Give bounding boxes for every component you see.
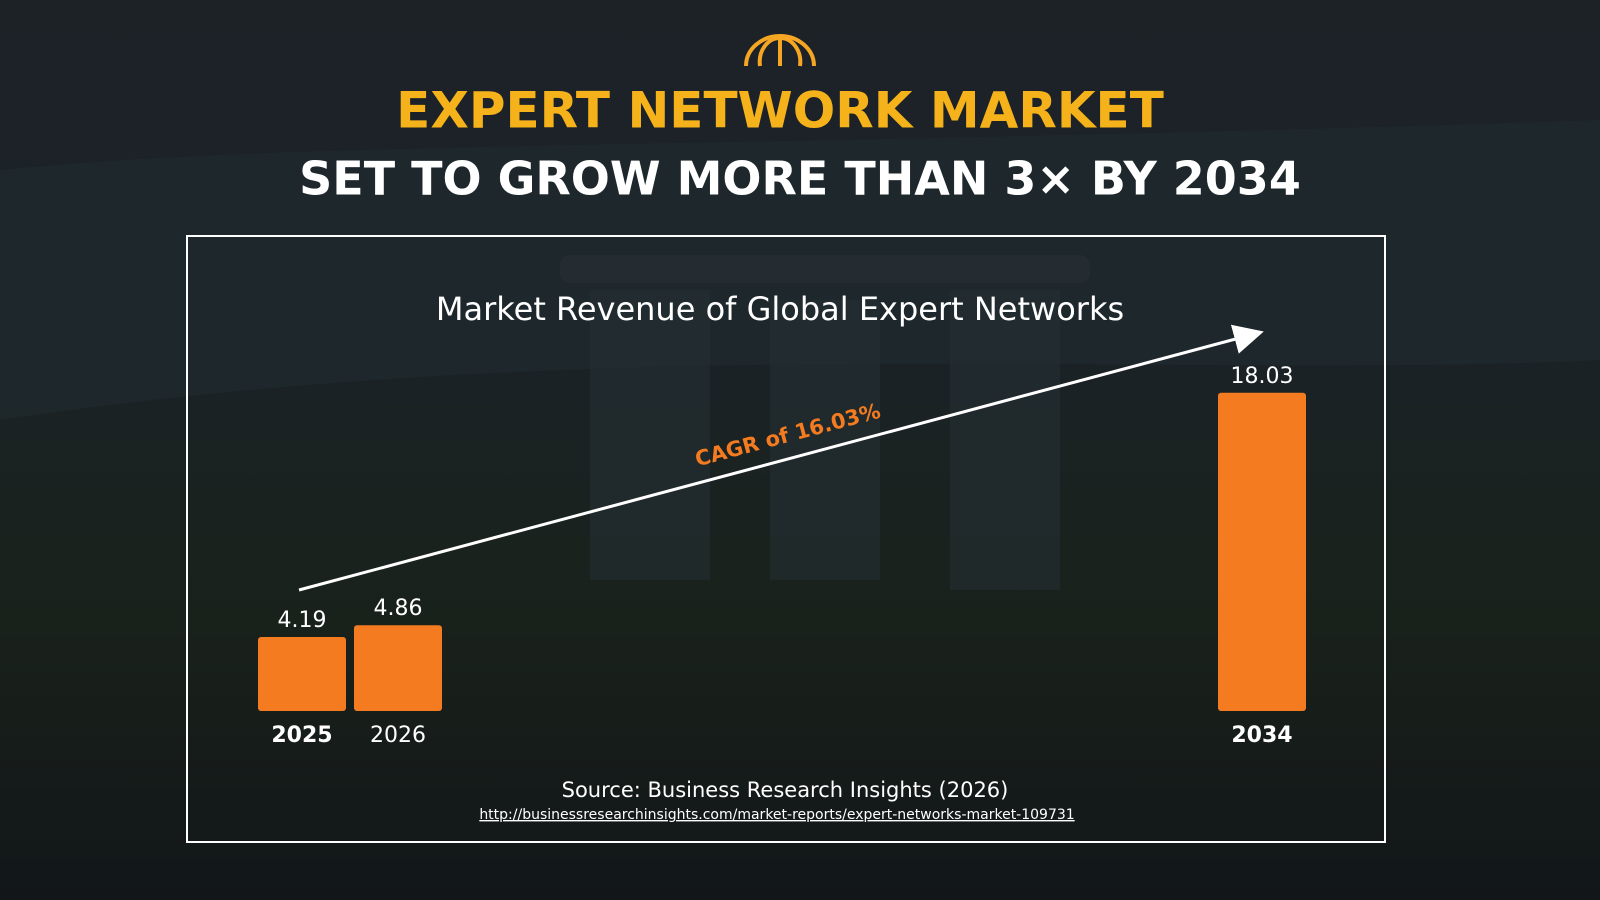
source: Source: Business Research Insights (2026…: [562, 778, 1009, 802]
bar: [354, 625, 442, 711]
x-tick-label: 2026: [370, 723, 426, 748]
value-label: 4.86: [374, 596, 423, 621]
tower: [590, 290, 710, 580]
value-label: 18.03: [1231, 364, 1294, 389]
logo: [744, 34, 816, 67]
chart-frame: [186, 235, 1386, 843]
subheadline: SET TO GROW MORE THAN 3× BY 2034: [299, 152, 1301, 206]
value-label: 4.19: [278, 608, 327, 633]
bar: [258, 637, 346, 711]
source-url[interactable]: http://businessresearchinsights.com/mark…: [479, 807, 1074, 823]
x-tick-label: 2034: [1231, 723, 1292, 748]
skypark: [560, 255, 1090, 283]
bar: [1218, 392, 1306, 711]
tower: [950, 290, 1060, 590]
headline: EXPERT NETWORK MARKET: [396, 82, 1164, 140]
trend-arrow: [298, 324, 1264, 592]
x-tick-label: 2025: [271, 723, 332, 748]
chart-title: Market Revenue of Global Expert Networks: [436, 290, 1124, 328]
